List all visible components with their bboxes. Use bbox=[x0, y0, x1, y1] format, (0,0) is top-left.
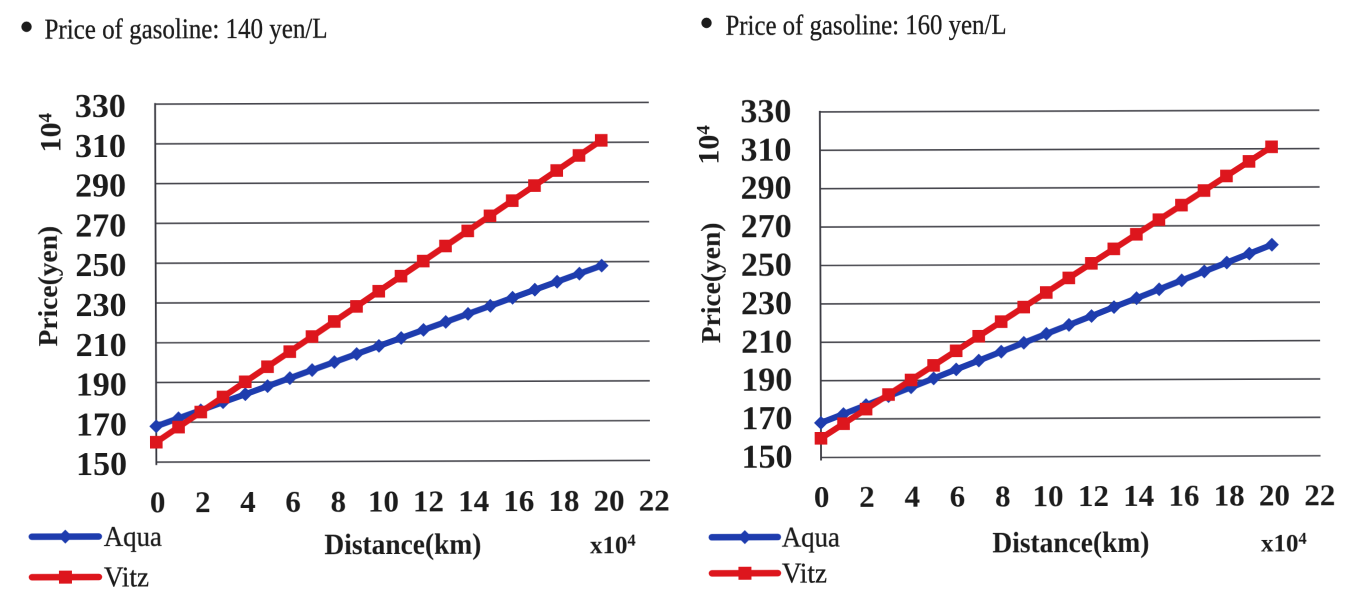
svg-text:Aqua: Aqua bbox=[782, 521, 840, 553]
svg-text:290: 290 bbox=[741, 170, 792, 207]
svg-text:0: 0 bbox=[150, 484, 166, 519]
svg-text:4: 4 bbox=[240, 484, 256, 519]
svg-text:0: 0 bbox=[814, 479, 830, 514]
svg-text:8: 8 bbox=[330, 484, 346, 519]
svg-text:170: 170 bbox=[76, 406, 127, 443]
svg-text:230: 230 bbox=[741, 285, 792, 322]
svg-text:150: 150 bbox=[741, 439, 792, 476]
svg-text:x104: x104 bbox=[1261, 529, 1307, 558]
svg-text:18: 18 bbox=[1214, 478, 1245, 513]
svg-text:104: 104 bbox=[34, 112, 67, 152]
svg-text:6: 6 bbox=[950, 478, 966, 513]
svg-text:290: 290 bbox=[75, 168, 126, 205]
svg-text:10: 10 bbox=[1033, 478, 1064, 513]
svg-text:330: 330 bbox=[75, 88, 126, 125]
svg-text:22: 22 bbox=[1304, 477, 1335, 512]
svg-text:Price(yen): Price(yen) bbox=[32, 226, 63, 347]
svg-text:2: 2 bbox=[195, 484, 211, 519]
svg-text:270: 270 bbox=[741, 208, 792, 245]
svg-text:12: 12 bbox=[1078, 478, 1109, 513]
svg-text:Price(yen): Price(yen) bbox=[695, 223, 726, 344]
svg-text:14: 14 bbox=[458, 483, 489, 518]
svg-text:330: 330 bbox=[740, 93, 791, 130]
svg-text:Aqua: Aqua bbox=[104, 521, 162, 553]
svg-text:16: 16 bbox=[1168, 478, 1199, 513]
svg-text:310: 310 bbox=[75, 128, 126, 165]
svg-text:4: 4 bbox=[904, 479, 920, 514]
svg-text:Vitz: Vitz bbox=[104, 561, 149, 593]
svg-text:2: 2 bbox=[859, 479, 875, 514]
svg-text:Vitz: Vitz bbox=[782, 557, 827, 589]
svg-text:Price of gasoline: 160 yen/L: Price of gasoline: 160 yen/L bbox=[725, 10, 1006, 42]
svg-text:20: 20 bbox=[1259, 477, 1290, 512]
svg-text:104: 104 bbox=[692, 125, 725, 165]
svg-text:270: 270 bbox=[75, 207, 126, 244]
svg-text:310: 310 bbox=[740, 131, 791, 168]
svg-text:210: 210 bbox=[76, 327, 127, 364]
svg-text:16: 16 bbox=[503, 483, 534, 518]
svg-text:Distance(km): Distance(km) bbox=[324, 528, 481, 562]
svg-text:250: 250 bbox=[75, 247, 126, 284]
svg-text:14: 14 bbox=[1123, 478, 1154, 513]
svg-text:x104: x104 bbox=[590, 531, 636, 560]
svg-text:20: 20 bbox=[594, 483, 625, 518]
svg-text:230: 230 bbox=[75, 287, 126, 324]
svg-text:190: 190 bbox=[76, 366, 127, 403]
svg-text:10: 10 bbox=[368, 483, 399, 518]
svg-text:250: 250 bbox=[741, 247, 792, 284]
svg-text:22: 22 bbox=[639, 483, 670, 518]
svg-text:Distance(km): Distance(km) bbox=[992, 526, 1149, 560]
svg-text:190: 190 bbox=[741, 362, 792, 399]
svg-text:12: 12 bbox=[413, 483, 444, 518]
svg-text:170: 170 bbox=[741, 400, 792, 437]
svg-text:8: 8 bbox=[995, 478, 1011, 513]
svg-text:18: 18 bbox=[548, 483, 579, 518]
svg-text:Price of gasoline: 140 yen/L: Price of gasoline: 140 yen/L bbox=[44, 14, 327, 46]
svg-text:210: 210 bbox=[741, 323, 792, 360]
svg-text:150: 150 bbox=[76, 446, 127, 483]
svg-text:6: 6 bbox=[285, 484, 301, 519]
